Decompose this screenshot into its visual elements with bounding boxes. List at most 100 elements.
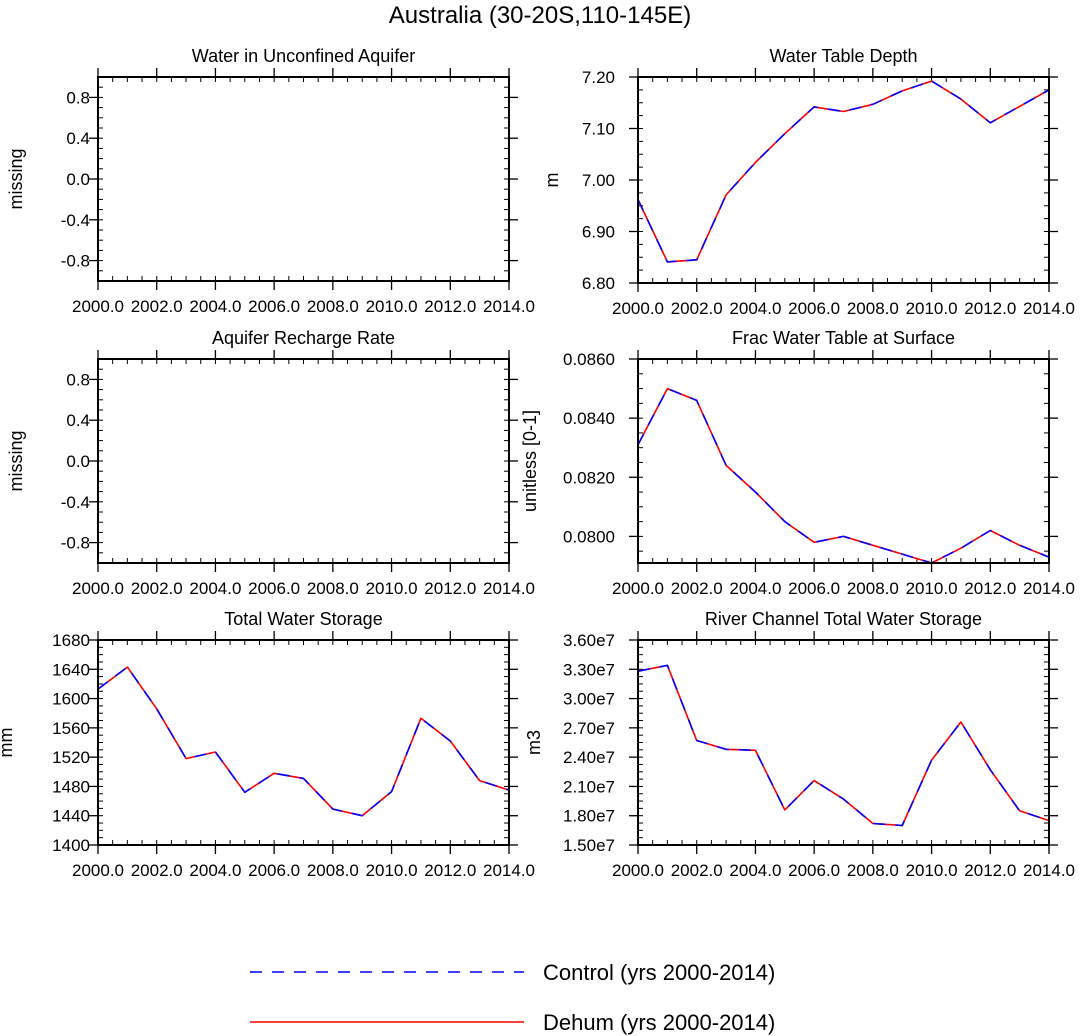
x-tick-label: 2010.0 [906,861,958,880]
y-tick-label: 1560 [52,719,90,738]
legend: Control (yrs 2000-2014) Dehum (yrs 2000-… [250,960,775,1035]
y-tick-label: 1600 [52,690,90,709]
x-tick-label: 2012.0 [964,861,1016,880]
x-tick-label: 2002.0 [131,297,183,316]
x-tick-label: 2006.0 [788,579,840,598]
x-tick-label: 2008.0 [847,861,899,880]
y-axis-label: m3 [524,730,544,755]
x-tick-label: 2006.0 [248,297,300,316]
y-tick-label: 0.8 [66,370,90,389]
x-tick-label: 2002.0 [131,579,183,598]
figure-title: Australia (30-20S,110-145E) [389,2,691,29]
plot-frame [637,76,1050,284]
x-tick-label: 2010.0 [366,297,418,316]
x-tick-label: 2004.0 [729,299,781,318]
y-tick-label: 1440 [52,807,90,826]
x-tick-label: 2004.0 [189,861,241,880]
y-tick-label: 1400 [52,836,90,855]
panel-title: Total Water Storage [224,609,382,629]
x-tick-label: 2002.0 [671,299,723,318]
legend-label-control: Control (yrs 2000-2014) [543,960,775,985]
y-tick-label: 0.4 [66,411,90,430]
x-tick-label: 2002.0 [131,861,183,880]
y-tick-label: 7.10 [582,120,615,139]
y-tick-label: 2.40e7 [563,748,615,767]
x-tick-label: 2000.0 [72,579,124,598]
series-line-control [637,664,1050,827]
panel-2: Water Table Depth m 2000.0 2002.0 2004.0 2006… [542,46,1075,318]
y-tick-label: -0.4 [61,493,90,512]
y-tick-label: 7.20 [582,68,615,87]
y-tick-label: 1520 [52,748,90,767]
x-tick-label: 2002.0 [671,579,723,598]
y-tick-label: 2.10e7 [563,777,615,796]
x-tick-label: 2004.0 [729,579,781,598]
y-tick-label: 0.0860 [563,350,615,369]
x-tick-label: 2010.0 [366,579,418,598]
series-line-dehum [637,80,1050,263]
x-tick-label: 2004.0 [189,579,241,598]
x-tick-label: 2004.0 [729,861,781,880]
x-tick-label: 2008.0 [307,297,359,316]
x-tick-label: 2012.0 [964,579,1016,598]
y-tick-label: 6.80 [582,274,615,293]
plot-frame [97,76,510,282]
y-tick-label: -0.8 [61,534,90,553]
x-tick-label: 2014.0 [483,861,535,880]
x-tick-label: 2006.0 [248,579,300,598]
plot-frame [637,358,1050,564]
y-tick-label: -0.4 [61,211,90,230]
plot-frame [97,639,510,846]
x-tick-label: 2014.0 [1023,299,1075,318]
x-tick-label: 2000.0 [612,861,664,880]
y-tick-label: 1.80e7 [563,807,615,826]
y-tick-label: 0.0 [66,452,90,471]
plot-frame [97,358,510,564]
x-tick-label: 2004.0 [189,297,241,316]
x-tick-label: 2012.0 [424,297,476,316]
x-tick-label: 2012.0 [964,299,1016,318]
y-tick-label: 1.50e7 [563,836,615,855]
x-tick-label: 2000.0 [72,861,124,880]
y-tick-label: 3.60e7 [563,631,615,650]
y-tick-label: 3.00e7 [563,690,615,709]
y-tick-label: 6.90 [582,223,615,242]
y-axis-label: missing [6,430,26,491]
x-tick-label: 2010.0 [906,579,958,598]
panel-title: Aquifer Recharge Rate [212,328,395,348]
series-line-control [637,80,1050,263]
y-axis-label: missing [6,148,26,209]
y-tick-label: 0.0820 [563,468,615,487]
panel-title: River Channel Total Water Storage [705,609,982,629]
legend-label-dehum: Dehum (yrs 2000-2014) [543,1010,775,1035]
panel-title: Water Table Depth [769,46,917,66]
x-tick-label: 2012.0 [424,861,476,880]
series-line-control [97,666,510,817]
y-tick-label: -0.8 [61,252,90,271]
x-tick-label: 2014.0 [483,297,535,316]
y-tick-label: 3.30e7 [563,660,615,679]
panel-5: Total Water Storage mm 2000.0 2002.0 2004.0 2… [0,609,535,880]
panel-title: Water in Unconfined Aquifer [192,46,415,66]
x-tick-label: 2014.0 [483,579,535,598]
plot-frame [637,639,1050,846]
y-tick-label: 0.0800 [563,527,615,546]
y-tick-label: 7.00 [582,171,615,190]
x-tick-label: 2006.0 [788,299,840,318]
y-tick-label: 2.70e7 [563,719,615,738]
x-tick-label: 2000.0 [72,297,124,316]
y-axis-label: unitless [0-1] [520,410,540,512]
x-tick-label: 2006.0 [788,861,840,880]
y-axis-label: m [542,173,562,188]
y-tick-label: 1680 [52,631,90,650]
x-tick-label: 2008.0 [307,861,359,880]
y-axis-label: mm [0,728,16,758]
panel-3: Aquifer Recharge Rate missing 2000.0 2002.0… [6,328,535,598]
panel-title: Frac Water Table at Surface [732,328,955,348]
x-tick-label: 2006.0 [248,861,300,880]
x-tick-label: 2008.0 [847,299,899,318]
panels: Water in Unconfined Aquifer missing 2000.0… [0,46,1075,880]
y-tick-label: 0.0 [66,170,90,189]
x-tick-label: 2010.0 [366,861,418,880]
